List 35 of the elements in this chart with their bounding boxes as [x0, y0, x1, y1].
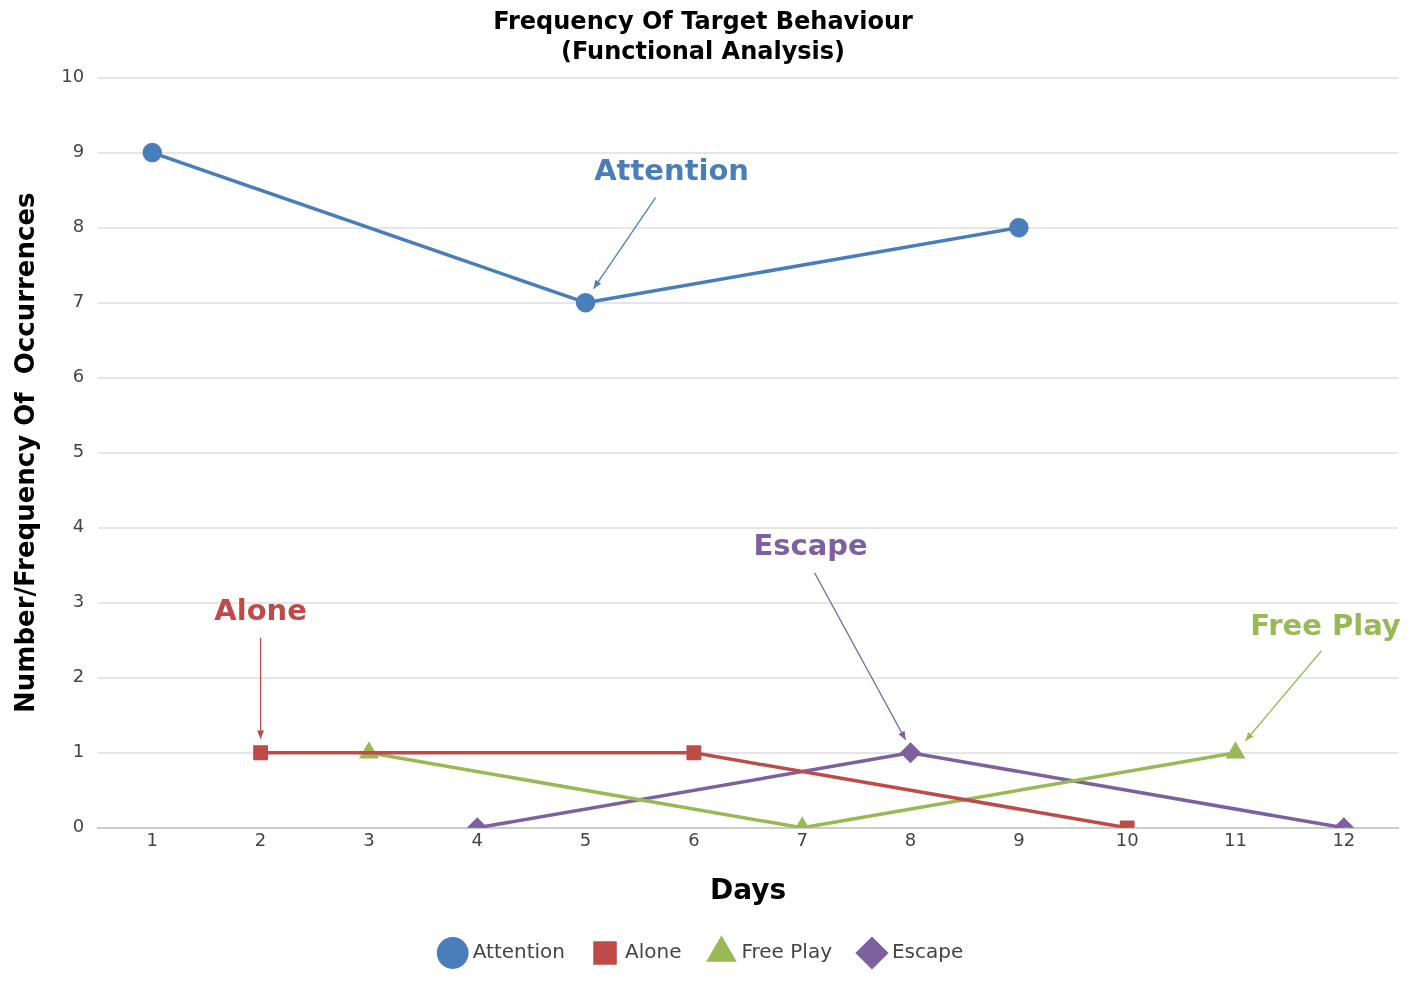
- x-tick-label: 5: [579, 829, 592, 851]
- y-axis-title: Number/Frequency Of Occurrences: [10, 192, 41, 713]
- chart-subtitle: (Functional Analysis): [560, 37, 846, 66]
- y-tick-label: 4: [72, 515, 85, 537]
- annotation: Free Play: [1250, 608, 1401, 643]
- annotation: Alone: [214, 593, 307, 628]
- x-tick-label: 9: [1013, 829, 1025, 851]
- annotation: Escape: [753, 528, 868, 563]
- x-tick-label: 12: [1332, 829, 1356, 851]
- y-tick-label: 10: [61, 65, 85, 87]
- x-tick-label: 2: [254, 829, 267, 851]
- legend-label: Free Play: [741, 939, 833, 964]
- legend-label: Escape: [891, 939, 964, 964]
- legend-label: Alone: [625, 939, 682, 964]
- y-tick-label: 0: [72, 815, 85, 837]
- y-tick-label: 1: [72, 740, 85, 762]
- x-tick-label: 10: [1115, 829, 1139, 851]
- y-tick-label: 6: [72, 365, 85, 387]
- y-tick-label: 7: [72, 290, 85, 312]
- y-tick-label: 5: [72, 440, 85, 462]
- chart-title: Frequency Of Target Behaviour: [493, 6, 914, 35]
- x-tick-label: 3: [363, 829, 375, 851]
- x-axis-title: Days: [709, 873, 787, 907]
- y-tick-label: 9: [72, 140, 85, 162]
- y-tick-label: 3: [72, 590, 85, 612]
- x-tick-label: 4: [471, 829, 483, 851]
- annotation: Attention: [594, 153, 749, 188]
- x-tick-label: 7: [796, 829, 808, 851]
- legend-label: Attention: [472, 939, 566, 964]
- x-tick-label: 11: [1224, 829, 1247, 851]
- x-tick-label: 6: [688, 829, 700, 851]
- x-tick-label: 8: [904, 829, 917, 851]
- y-tick-label: 2: [72, 665, 85, 687]
- y-tick-label: 8: [72, 215, 85, 237]
- x-tick-label: 1: [146, 829, 158, 851]
